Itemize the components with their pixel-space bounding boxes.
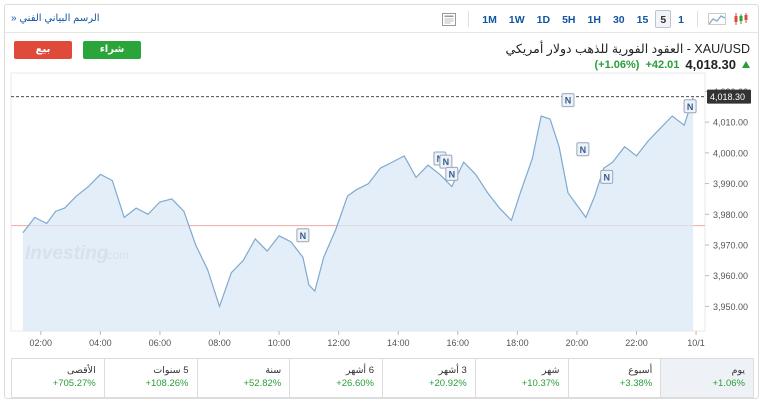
candlestick-chart-icon[interactable] — [730, 10, 752, 28]
perf-label: شهر — [541, 365, 560, 376]
perf-6-months[interactable]: 6 أشهر +26.60% — [290, 359, 383, 397]
timeframe-30[interactable]: 30 — [612, 14, 625, 26]
perf-label: 3 أشهر — [438, 365, 467, 376]
y-tick-label: 3,950.00 — [713, 302, 748, 312]
perf-5-years[interactable]: 5 سنوات +108.26% — [105, 359, 198, 397]
news-marker-icon — [561, 93, 575, 108]
perf-value: +20.92% — [428, 378, 467, 389]
news-marker-letter: N — [300, 231, 307, 241]
news-marker-icon — [296, 228, 310, 243]
x-tick-label: 08:00 — [208, 338, 231, 348]
timeframe-1d[interactable]: 1D — [536, 14, 551, 26]
technical-chart-arrow: » — [11, 13, 17, 24]
price-up-arrow-icon — [742, 61, 750, 68]
news-marker-icon — [683, 99, 697, 114]
perf-label: 5 سنوات — [153, 365, 189, 376]
x-tick-label: 16:00 — [447, 338, 470, 348]
x-tick-label: 04:00 — [89, 338, 112, 348]
area-chart-icon[interactable] — [706, 10, 728, 28]
perf-month[interactable]: شهر +10.37% — [476, 359, 569, 397]
x-tick-label: 12:00 — [327, 338, 350, 348]
y-tick-label: 4,000.00 — [713, 148, 748, 158]
timeframe-1[interactable]: 1 — [678, 14, 684, 26]
x-tick-label: 06:00 — [149, 338, 172, 348]
perf-label: 6 أشهر — [345, 365, 374, 376]
last-price: 4,018.30 — [685, 57, 736, 72]
perf-value: +1.06% — [712, 378, 746, 389]
sell-button[interactable]: بيع — [14, 41, 72, 59]
price-summary: (+1.06%) +42.01 4,018.30 — [594, 57, 750, 72]
toolbar-divider — [697, 11, 698, 27]
perf-week[interactable]: أسبوع +3.38% — [569, 359, 662, 397]
y-tick-label: 3,960.00 — [713, 271, 748, 281]
x-tick-label: 02:00 — [30, 338, 53, 348]
x-tick-label: 10:00 — [268, 338, 291, 348]
chart-toolbar: » الرسم البياني الفني 1M 1W 1D 5H 1H 30 … — [5, 5, 758, 33]
timeframe-selector: 1M 1W 1D 5H 1H 30 15 5 1 — [438, 10, 752, 28]
x-tick-label: 18:00 — [506, 338, 529, 348]
perf-label: سنة — [265, 365, 282, 376]
change-value: +42.01 — [645, 58, 680, 71]
last-price-tag — [707, 89, 751, 104]
perf-year[interactable]: سنة +52.82% — [198, 359, 291, 397]
x-tick-label: 10/1 — [687, 338, 705, 348]
toolbar-divider — [468, 11, 470, 27]
article-icon[interactable] — [438, 10, 460, 28]
news-marker-icon — [576, 142, 590, 157]
price-line — [22, 97, 694, 309]
perf-day[interactable]: يوم +1.06% — [661, 359, 753, 397]
last-price-tag-label: 4,018.30 — [710, 92, 745, 102]
perf-value: +705.27% — [52, 378, 96, 389]
timeframe-5[interactable]: 5 — [655, 10, 672, 28]
perf-label: الأقصى — [66, 365, 96, 376]
perf-value: +108.26% — [145, 378, 189, 389]
instrument-title: XAU/USD - العقود الفورية للذهب دولار أمر… — [505, 42, 750, 56]
news-marker-letter: N — [580, 145, 587, 155]
y-tick-label: 3,990.00 — [713, 179, 748, 189]
timeframe-15[interactable]: 15 — [636, 14, 649, 26]
performance-bar: الأقصى +705.27% 5 سنوات +108.26% سنة +52… — [11, 358, 754, 398]
perf-3-months[interactable]: 3 أشهر +20.92% — [383, 359, 476, 397]
news-marker-letter: N — [687, 102, 694, 112]
y-tick-label: 3,970.00 — [713, 241, 748, 251]
y-tick-label: 4,010.00 — [713, 118, 748, 128]
timeframe-1w[interactable]: 1W — [508, 14, 525, 26]
technical-chart-link[interactable]: » الرسم البياني الفني — [11, 13, 100, 24]
news-marker-letter: N — [603, 172, 610, 182]
x-tick-label: 14:00 — [387, 338, 410, 348]
chart-widget: » الرسم البياني الفني 1M 1W 1D 5H 1H 30 … — [4, 4, 759, 399]
buy-button[interactable]: شراء — [83, 41, 141, 59]
timeframe-1h[interactable]: 1H — [587, 14, 601, 26]
news-marker-letter: N — [449, 169, 456, 179]
y-tick-label: 3,980.00 — [713, 210, 748, 220]
perf-all-time[interactable]: الأقصى +705.27% — [12, 359, 105, 397]
perf-value: +10.37% — [521, 378, 560, 389]
technical-chart-label: الرسم البياني الفني — [19, 13, 100, 24]
timeframe-1m[interactable]: 1M — [482, 14, 497, 26]
perf-label: أسبوع — [628, 365, 653, 376]
perf-value: +3.38% — [619, 378, 653, 389]
x-tick-label: 20:00 — [566, 338, 589, 348]
perf-value: +52.82% — [243, 378, 282, 389]
news-marker-icon — [600, 169, 614, 184]
perf-value: +26.60% — [336, 378, 374, 389]
x-tick-label: 22:00 — [625, 338, 648, 348]
news-marker-letter: N — [443, 157, 450, 167]
price-chart[interactable]: 3,950.00 3,960.00 3,970.00 3,980.00 3,990.00… — [5, 5, 758, 350]
price-area — [22, 97, 694, 331]
timeframe-5h[interactable]: 5H — [562, 14, 576, 26]
perf-label: يوم — [731, 365, 745, 376]
news-marker-letter: N — [565, 96, 572, 106]
news-marker-icon — [445, 166, 459, 181]
change-percent: (+1.06%) — [594, 58, 640, 71]
